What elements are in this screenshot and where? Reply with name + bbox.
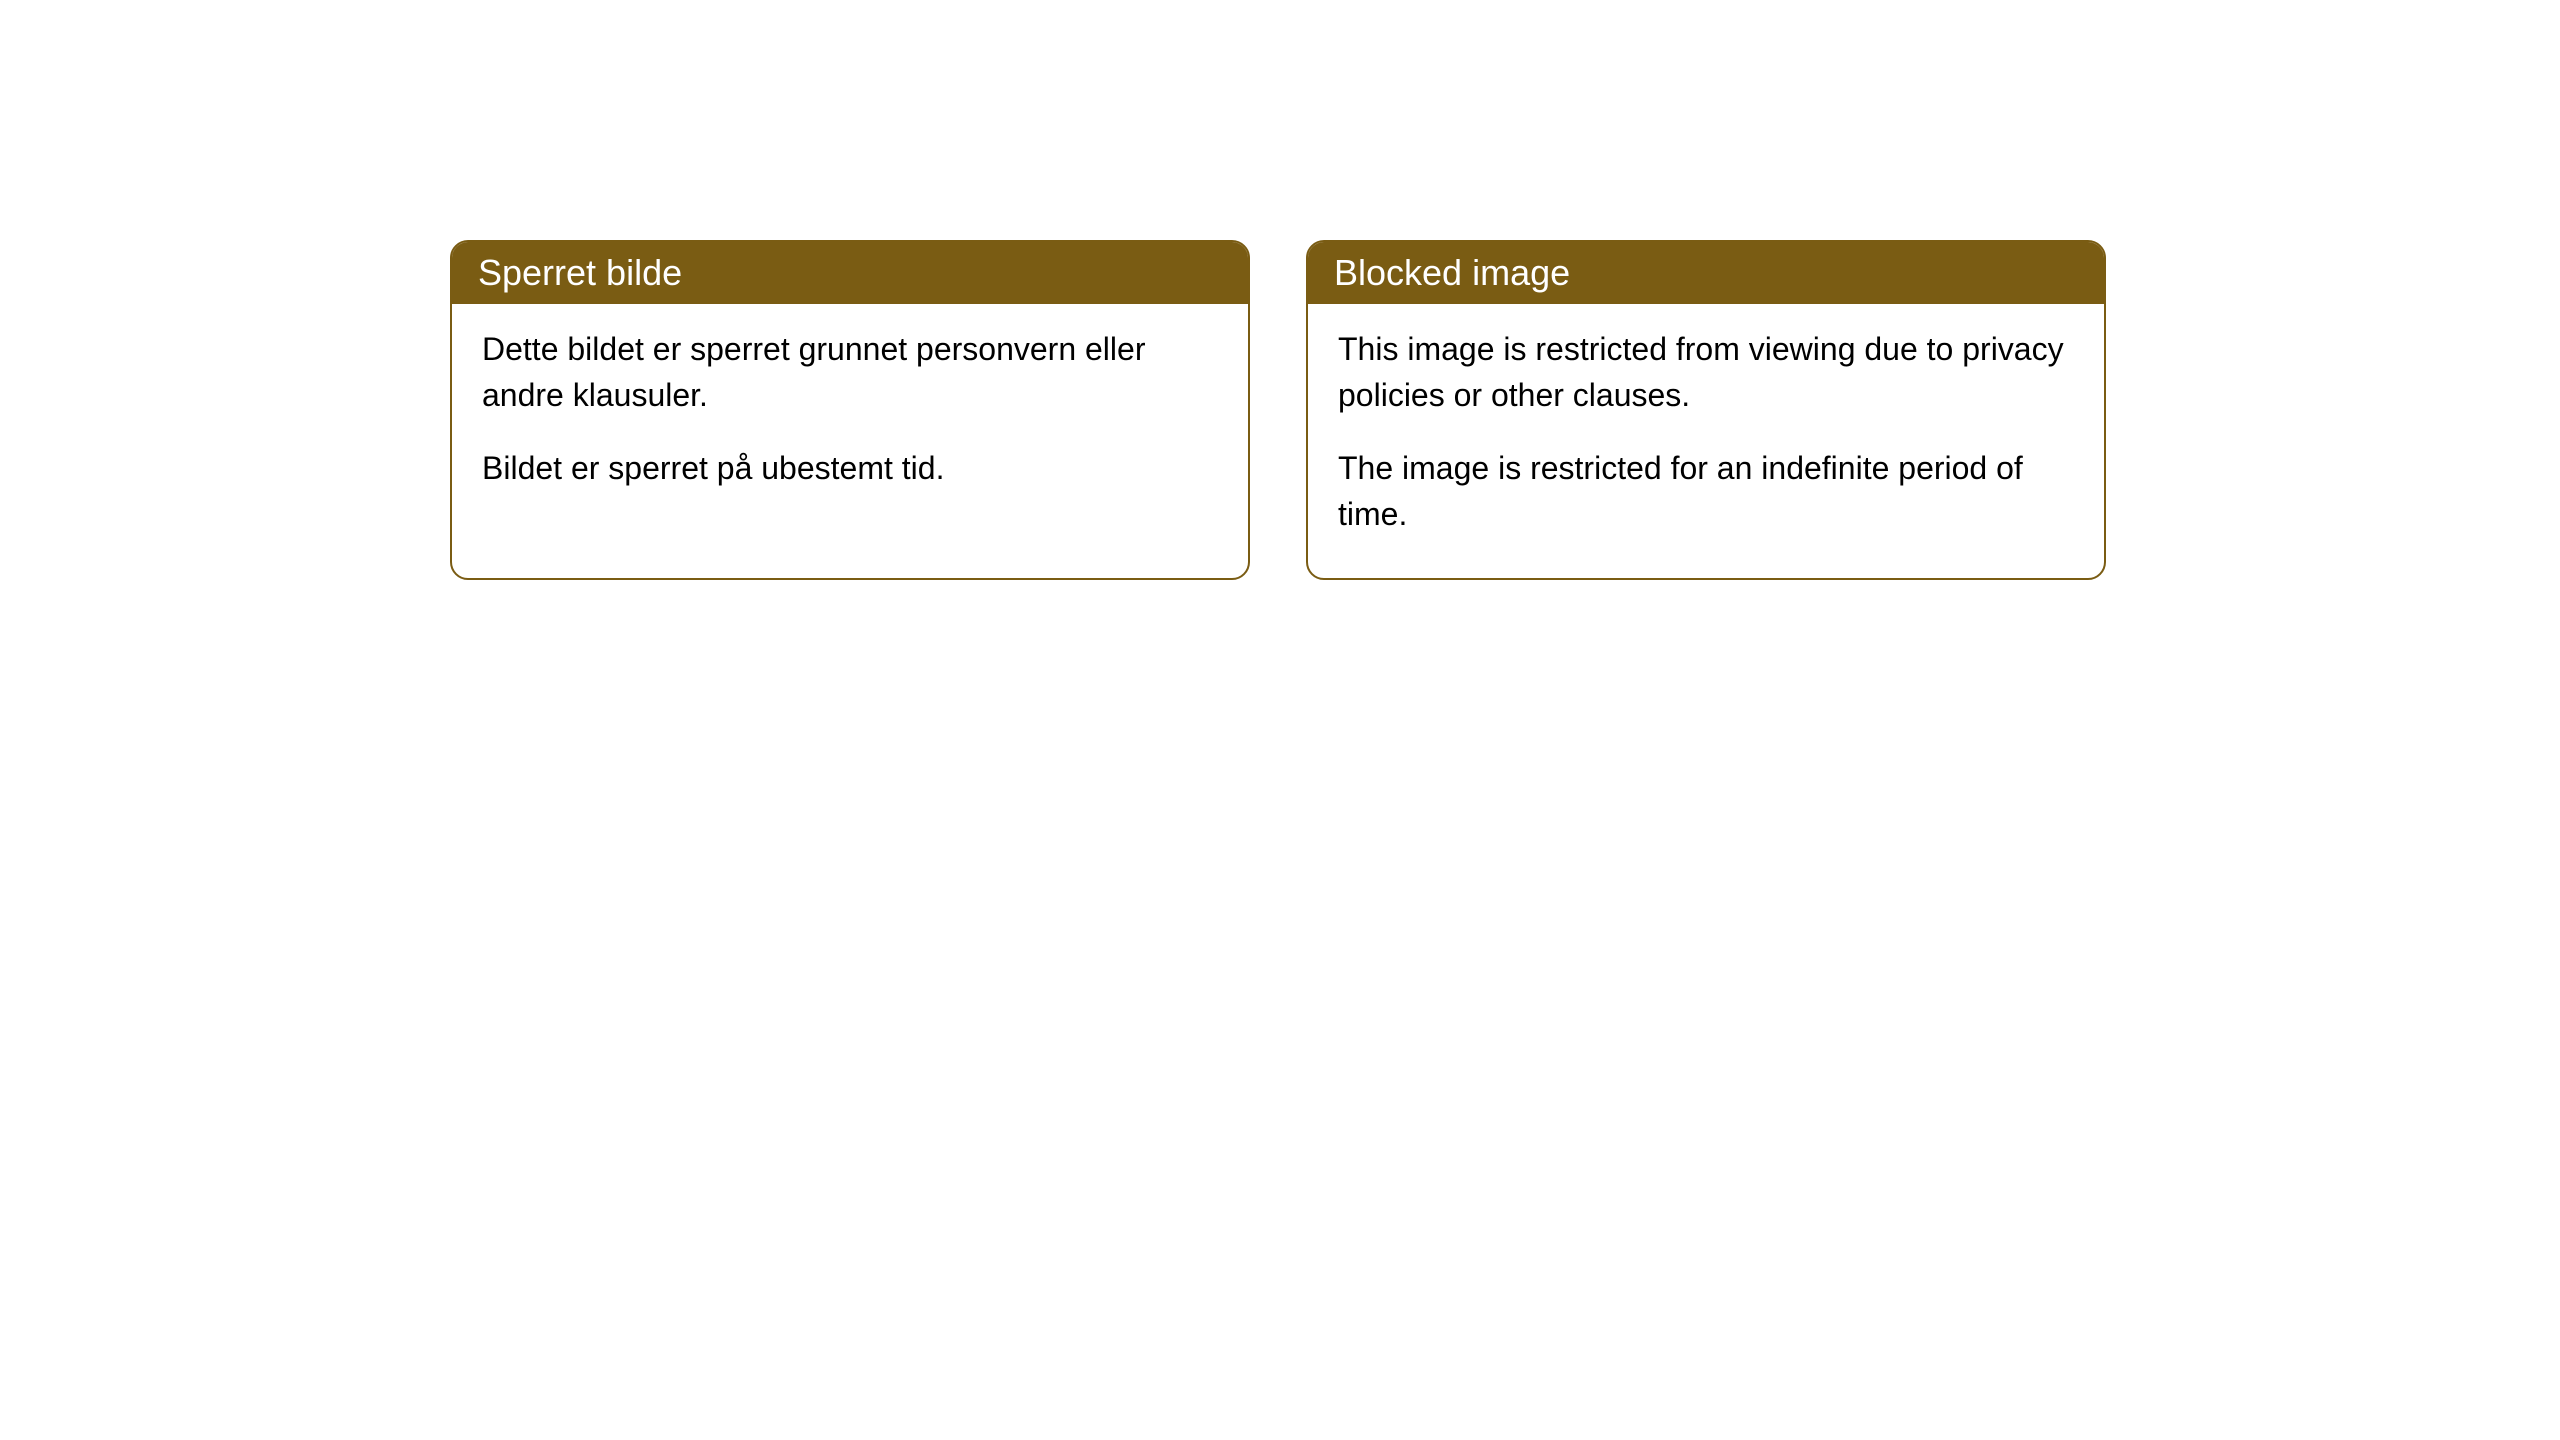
card-title: Blocked image	[1334, 252, 1570, 293]
card-paragraph: This image is restricted from viewing du…	[1338, 326, 2074, 419]
notice-card-english: Blocked image This image is restricted f…	[1306, 240, 2106, 580]
card-paragraph: The image is restricted for an indefinit…	[1338, 445, 2074, 538]
notice-card-norwegian: Sperret bilde Dette bildet er sperret gr…	[450, 240, 1250, 580]
card-paragraph: Dette bildet er sperret grunnet personve…	[482, 326, 1218, 419]
card-paragraph: Bildet er sperret på ubestemt tid.	[482, 445, 1218, 491]
card-header-english: Blocked image	[1308, 242, 2104, 304]
card-header-norwegian: Sperret bilde	[452, 242, 1248, 304]
card-body-norwegian: Dette bildet er sperret grunnet personve…	[452, 304, 1248, 531]
card-body-english: This image is restricted from viewing du…	[1308, 304, 2104, 578]
card-title: Sperret bilde	[478, 252, 682, 293]
notice-container: Sperret bilde Dette bildet er sperret gr…	[0, 0, 2560, 580]
